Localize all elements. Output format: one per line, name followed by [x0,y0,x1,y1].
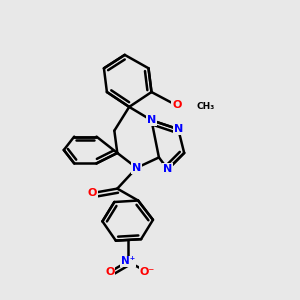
Text: O⁻: O⁻ [140,267,155,277]
Text: O: O [172,100,182,110]
Text: N⁺: N⁺ [121,256,135,266]
Text: N: N [132,163,141,173]
Text: N: N [174,124,183,134]
Text: N: N [147,115,156,125]
Text: O: O [105,267,115,277]
Text: O: O [87,188,97,198]
Text: N: N [163,164,172,174]
Text: CH₃: CH₃ [196,101,214,110]
